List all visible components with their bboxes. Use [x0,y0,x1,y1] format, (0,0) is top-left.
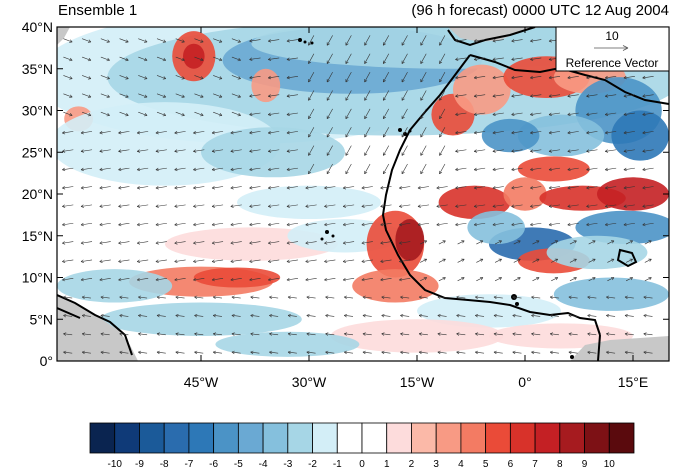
colorbar-swatch [237,422,264,454]
coast-iberia [447,27,536,47]
coast-gulf-of-guinea [597,334,601,361]
colorbar-label: -6 [209,459,218,470]
colorbar-swatch [213,422,239,454]
colorbar-label: 6 [508,459,514,470]
lake-chad [616,248,638,268]
colorbar-label: -10 [108,459,123,470]
colorbar-swatch [89,422,116,454]
reference-vector-label: Reference Vector [566,56,659,70]
colorbar-label: 4 [458,459,464,470]
colorbar-label: 2 [409,459,415,470]
wind-vectors [62,35,654,355]
colorbar-label: -9 [135,459,144,470]
colorbar-swatch [188,422,215,454]
lat-tick-label: 40°N [22,19,53,35]
forecast-time-title: (96 h forecast) 0000 UTC 12 Aug 2004 [411,2,669,19]
panel-title: Ensemble 1 [58,2,138,19]
colorbar-label: 1 [384,459,390,470]
colorbar-swatch [262,422,289,454]
coast-caribbean [57,307,81,319]
colorbar-swatch [584,422,610,454]
lat-tick-label: 10°N [22,270,53,286]
colorbar-swatch [361,422,388,454]
colorbar-swatch [114,422,140,454]
colorbar-label: -8 [160,459,169,470]
colorbar-label: -1 [333,459,342,470]
map-axes: 40°N 35°N 30°N 25°N 20°N 15°N 10°N 5°N 0° 45°W 30°… [22,19,669,390]
reference-vector-legend: 10 Reference Vector [555,26,670,72]
colorbar-label: 5 [483,459,489,470]
colorbar-label: 7 [532,459,538,470]
colorbar-label: -4 [259,459,268,470]
lat-tick-label: 25°N [22,144,53,160]
coast-south-america [57,294,133,356]
colorbar-swatch [336,422,363,454]
colorbar-swatch [163,422,190,454]
map-plot-area [57,27,669,361]
coast-africa [381,54,601,336]
colorbar-swatch [411,422,437,454]
colorbar-swatch [287,422,313,454]
colorbar-swatch [608,422,635,454]
anomaly-shading [57,27,669,357]
lat-tick-label: 0° [40,353,53,369]
colorbar-swatch [509,422,536,454]
reference-vector-magnitude: 10 [605,29,619,43]
colorbar-label: -5 [234,459,243,470]
colorbar-swatch [312,422,338,454]
colorbar-label: -3 [283,459,292,470]
lat-tick-label: 30°N [22,103,53,119]
lon-tick-label: 30°W [292,374,327,390]
colorbar-label: -2 [308,459,317,470]
lon-tick-label: 0° [518,374,531,390]
colorbar-swatch [139,422,165,454]
colorbar-swatch [485,422,511,454]
lat-tick-label: 15°N [22,228,53,244]
lon-tick-label: 15°E [618,374,649,390]
colorbar-swatch [534,422,561,454]
land-iberia [448,27,540,42]
colorbar-label: 3 [433,459,439,470]
colorbar: -10 -9 -8 -7 -6 -5 -4 -3 -2 -1 0 1 2 3 4 5 6 7 8 9 10 [89,422,635,470]
lon-tick-label: 45°W [184,374,219,390]
colorbar-label: -7 [184,459,193,470]
island-marks [298,38,574,359]
colorbar-swatch [460,422,487,454]
land-north-america [57,27,70,45]
land-south-america [57,295,138,361]
colorbar-label: 10 [604,459,616,470]
colorbar-swatch [435,422,462,454]
lat-tick-label: 35°N [22,61,53,77]
land-masks [57,27,669,361]
colorbar-swatch [386,422,412,454]
lat-tick-label: 5°N [30,311,54,327]
colorbar-label: 8 [557,459,563,470]
lon-tick-label: 15°W [400,374,435,390]
land-africa-south [570,336,669,361]
lat-tick-label: 20°N [22,186,53,202]
colorbar-swatch [559,422,585,454]
colorbar-label: 9 [582,459,588,470]
colorbar-label: 0 [359,459,365,470]
